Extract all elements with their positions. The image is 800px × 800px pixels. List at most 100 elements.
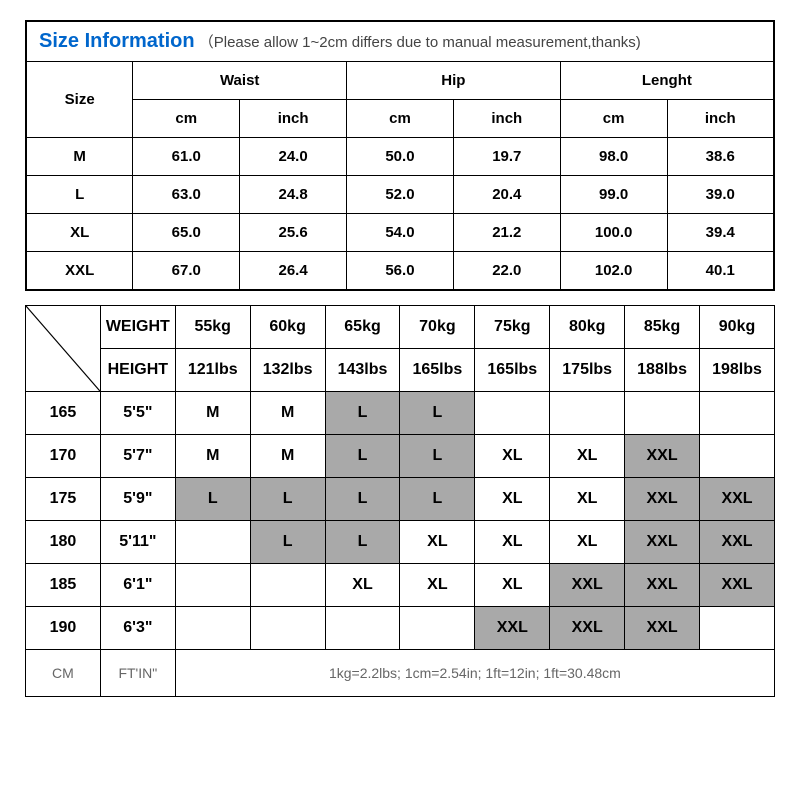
size-value: 54.0 [347,214,454,252]
height-ft: 5'5" [100,392,175,435]
size-value: 56.0 [347,252,454,291]
recommend-cell: XL [475,564,550,607]
size-value: 24.8 [240,176,347,214]
hip-header: Hip [347,62,561,100]
conversion-note: 1kg=2.2lbs; 1cm=2.54in; 1ft=12in; 1ft=30… [175,650,774,697]
weight-lbs: 198lbs [700,349,775,392]
waist-header: Waist [133,62,347,100]
weight-lbs: 132lbs [250,349,325,392]
height-cm: 180 [26,521,101,564]
size-recommend-table: WEIGHT 55kg 60kg 65kg 70kg 75kg 80kg 85k… [25,305,775,697]
recommend-cell [175,607,250,650]
recommend-cell: XXL [475,607,550,650]
recommend-row: 1906'3"XXLXXLXXL [26,607,775,650]
waist-inch-header: inch [240,100,347,138]
recommend-cell: XL [550,435,625,478]
recommend-cell: M [175,435,250,478]
recommend-cell [175,564,250,607]
recommend-cell [625,392,700,435]
height-ft: 5'9" [100,478,175,521]
recommend-row: 1655'5"MMLL [26,392,775,435]
recommend-cell: XXL [700,521,775,564]
recommend-cell [250,607,325,650]
recommend-cell: L [175,478,250,521]
size-row: XXL67.026.456.022.0102.040.1 [26,252,774,291]
recommend-cell: L [325,521,400,564]
size-value: 26.4 [240,252,347,291]
recommend-cell: XL [550,478,625,521]
recommend-cell: L [400,392,475,435]
size-label: L [26,176,133,214]
recommend-cell: XXL [550,564,625,607]
recommend-cell: XXL [625,607,700,650]
weight-header: WEIGHT [100,306,175,349]
recommend-cell: XXL [625,564,700,607]
recommend-cell: XL [400,564,475,607]
height-cm: 170 [26,435,101,478]
weight-kg: 90kg [700,306,775,349]
recommend-cell: XXL [550,607,625,650]
size-value: 21.2 [453,214,560,252]
weight-kg: 60kg [250,306,325,349]
size-value: 39.0 [667,176,774,214]
diagonal-header-cell [26,306,101,392]
length-cm-header: cm [560,100,667,138]
height-cm: 190 [26,607,101,650]
weight-kg: 85kg [625,306,700,349]
size-value: 99.0 [560,176,667,214]
size-info-title: Size Information [39,30,195,52]
recommend-cell: XXL [700,564,775,607]
recommend-cell [325,607,400,650]
height-ft: 6'1" [100,564,175,607]
recommend-cell: M [250,392,325,435]
size-value: 65.0 [133,214,240,252]
recommend-cell: L [400,435,475,478]
size-value: 20.4 [453,176,560,214]
recommend-cell [700,607,775,650]
weight-kg: 80kg [550,306,625,349]
recommend-cell [400,607,475,650]
recommend-cell: L [250,478,325,521]
waist-cm-header: cm [133,100,240,138]
weight-kg: 75kg [475,306,550,349]
height-cm: 185 [26,564,101,607]
recommend-row: 1856'1"XLXLXLXXLXXLXXL [26,564,775,607]
height-ft: 6'3" [100,607,175,650]
recommend-row: 1755'9"LLLLXLXLXXLXXL [26,478,775,521]
height-cm: 175 [26,478,101,521]
recommend-row: 1705'7"MMLLXLXLXXL [26,435,775,478]
recommend-cell [700,435,775,478]
footer-cm-label: CM [26,650,101,697]
recommend-cell: L [325,435,400,478]
recommend-cell: XL [550,521,625,564]
recommend-cell: M [175,392,250,435]
recommend-cell: XXL [625,521,700,564]
size-row: M61.024.050.019.798.038.6 [26,138,774,176]
size-value: 22.0 [453,252,560,291]
size-label: XL [26,214,133,252]
weight-lbs: 143lbs [325,349,400,392]
size-value: 63.0 [133,176,240,214]
recommend-cell: L [250,521,325,564]
recommend-cell [250,564,325,607]
size-info-title-row: Size Information （Please allow 1~2cm dif… [26,21,774,62]
footer-ft-label: FT'IN" [100,650,175,697]
size-row: L63.024.852.020.499.039.0 [26,176,774,214]
hip-inch-header: inch [453,100,560,138]
height-ft: 5'11" [100,521,175,564]
size-value: 39.4 [667,214,774,252]
size-value: 98.0 [560,138,667,176]
weight-lbs: 165lbs [475,349,550,392]
recommend-cell: XXL [625,435,700,478]
size-row: XL65.025.654.021.2100.039.4 [26,214,774,252]
size-info-note: （Please allow 1~2cm differs due to manua… [199,34,641,51]
recommend-cell [475,392,550,435]
size-value: 61.0 [133,138,240,176]
weight-kg: 65kg [325,306,400,349]
weight-lbs: 165lbs [400,349,475,392]
recommend-cell [175,521,250,564]
weight-lbs: 175lbs [550,349,625,392]
size-label: XXL [26,252,133,291]
size-value: 100.0 [560,214,667,252]
recommend-cell: XXL [625,478,700,521]
